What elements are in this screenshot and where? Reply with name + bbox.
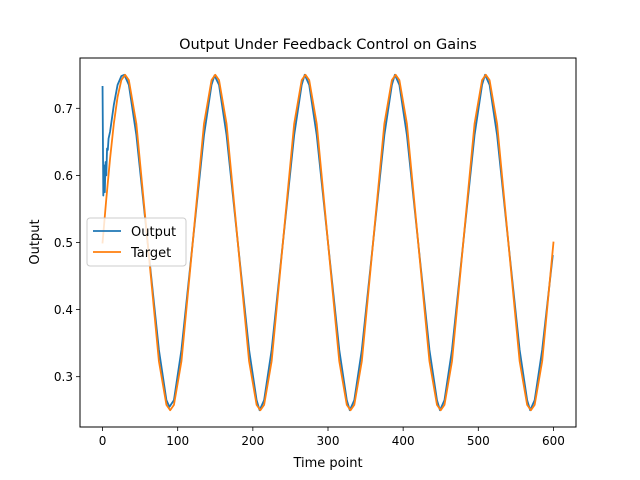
legend-label-output: Output [131, 225, 176, 240]
x-tick-label: 200 [241, 434, 264, 448]
y-tick-label: 0.5 [54, 236, 73, 250]
series-layer [101, 73, 555, 412]
chart-title: Output Under Feedback Control on Gains [179, 37, 477, 53]
y-tick-label: 0.4 [54, 303, 73, 317]
y-tick-label: 0.7 [54, 102, 73, 116]
x-tick-label: 600 [542, 434, 565, 448]
legend-label-target: Target [130, 246, 171, 261]
x-tick-label: 100 [166, 434, 189, 448]
legend-box [86, 217, 187, 267]
y-tick-label: 0.3 [54, 370, 73, 384]
x-tick-label: 0 [99, 434, 107, 448]
x-tick-label: 500 [467, 434, 490, 448]
y-tick-label: 0.6 [54, 169, 73, 183]
x-axis-ticks: 0 100 200 300 400 500 600 [99, 427, 565, 448]
x-axis-label: Time point [292, 456, 362, 471]
y-axis-ticks: 0.3 0.4 0.5 0.6 0.7 [54, 102, 80, 384]
y-axis-label: Output [28, 219, 43, 264]
x-tick-label: 400 [392, 434, 415, 448]
x-tick-label: 300 [317, 434, 340, 448]
series-line-target [101, 73, 555, 412]
legend: Output Target [86, 217, 187, 267]
